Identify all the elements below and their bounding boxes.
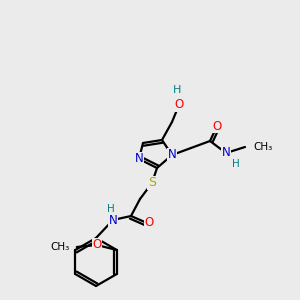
Text: O: O bbox=[212, 119, 222, 133]
Text: CH₃: CH₃ bbox=[50, 242, 70, 252]
Text: CH₃: CH₃ bbox=[253, 142, 272, 152]
Text: N: N bbox=[168, 148, 176, 161]
Text: S: S bbox=[148, 176, 156, 190]
Text: H: H bbox=[107, 204, 115, 214]
Text: O: O bbox=[174, 98, 184, 112]
Text: O: O bbox=[144, 217, 154, 230]
Text: N: N bbox=[222, 146, 230, 160]
Text: N: N bbox=[109, 214, 117, 226]
Text: H: H bbox=[232, 159, 240, 169]
Text: N: N bbox=[135, 152, 143, 166]
Text: H: H bbox=[173, 85, 181, 95]
Text: O: O bbox=[92, 238, 101, 251]
